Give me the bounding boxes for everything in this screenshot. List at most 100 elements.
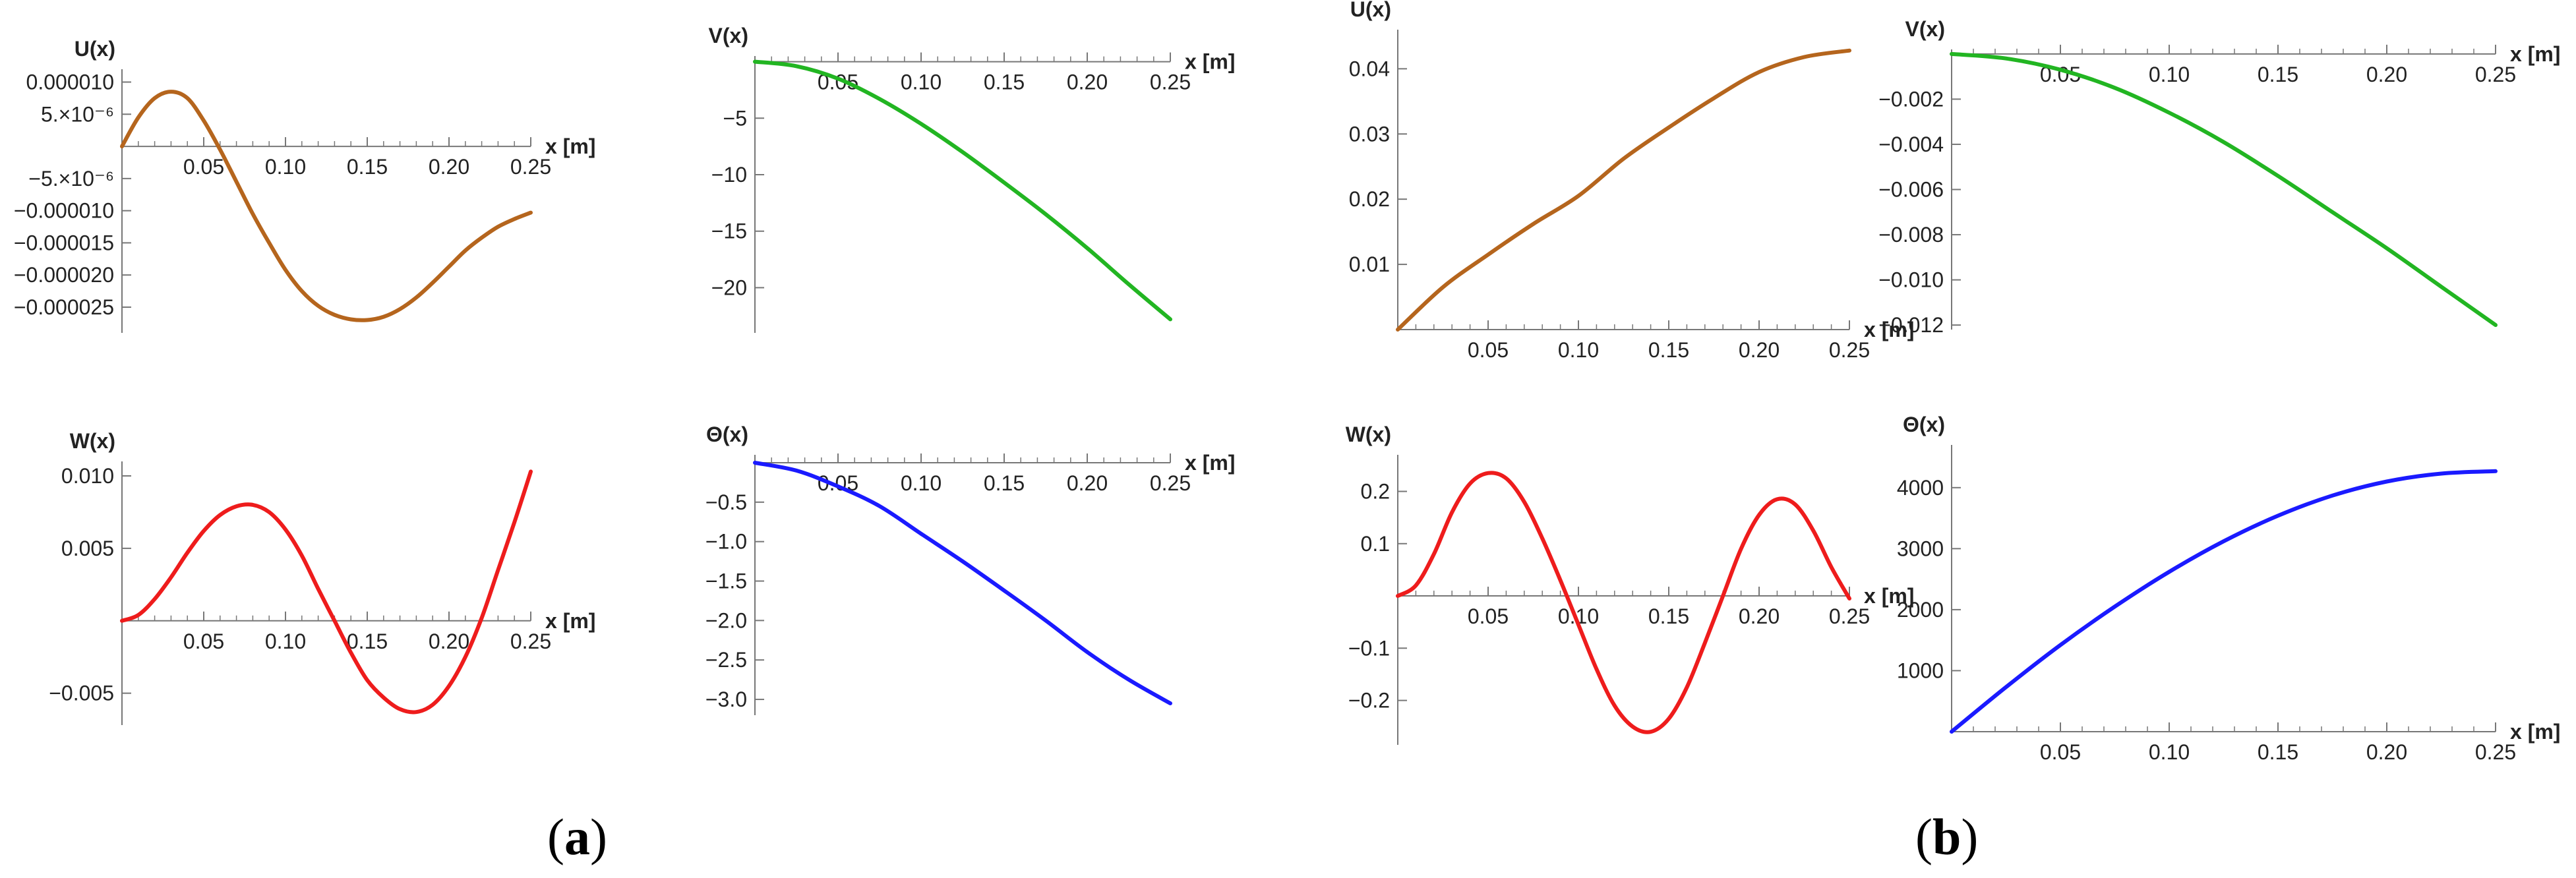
y-tick-label: −20: [711, 276, 747, 299]
y-tick-label: 0.005: [61, 537, 114, 560]
x-tick-label: 0.10: [265, 155, 306, 179]
y-tick-label: 1000: [1897, 658, 1944, 682]
x-tick-label: 0.10: [2149, 63, 2190, 86]
x-tick-label: 0.10: [1558, 338, 1599, 362]
y-tick-label: −2.0: [705, 608, 747, 632]
x-tick-label: 0.25: [1829, 604, 1870, 628]
series-line: [120, 469, 533, 715]
y-tick-label: −0.005: [49, 682, 114, 705]
y-axis-label: V(x): [709, 24, 748, 47]
x-tick-label: 0.15: [2258, 63, 2298, 86]
y-tick-label: 0.04: [1349, 57, 1390, 80]
y-axis-label: V(x): [1905, 17, 1945, 41]
chart-a-4: 0.05 0.10 0.15 0.20 0.25−0.5−1.0−1.5−2.0−2.5…: [705, 423, 1235, 715]
y-tick-label: −0.5: [705, 490, 747, 514]
x-tick-label: 0.05: [1468, 604, 1509, 628]
x-tick-label: 0.05: [2040, 740, 2081, 764]
y-tick-label: −0.012: [1878, 313, 1944, 337]
y-tick-label: 0.2: [1361, 479, 1390, 503]
series-line: [1950, 51, 2498, 328]
y-tick-label: 4000: [1897, 476, 1944, 500]
x-axis-label: x [m]: [2510, 42, 2560, 66]
y-tick-label: −15: [711, 220, 747, 243]
series-line: [753, 461, 1172, 705]
x-tick-label: 0.05: [183, 629, 224, 653]
chart-a-1: 0.05 0.10 0.15 0.20 0.25 0.000010 5.×10⁻⁶ −5.×1…: [14, 37, 595, 333]
y-axis-label: W(x): [70, 429, 115, 453]
x-tick-label: 0.20: [1739, 338, 1780, 362]
panel-letter-a: a: [564, 808, 590, 865]
x-axis-label: x [m]: [1185, 50, 1235, 74]
panel-letter-b: b: [1932, 808, 1962, 865]
x-axis-label: x [m]: [1185, 451, 1235, 475]
x-axis-label: x [m]: [2510, 720, 2560, 744]
y-tick-label: −1.0: [705, 530, 747, 554]
x-axis-label: x [m]: [1864, 584, 1914, 608]
y-tick-label: −0.006: [1878, 178, 1944, 202]
series-line: [1396, 471, 1851, 734]
y-tick-label: 0.000010: [26, 71, 114, 94]
x-axis-label: x [m]: [1864, 318, 1914, 341]
y-tick-label: −0.000020: [14, 263, 114, 287]
x-tick-label: 0.10: [901, 71, 942, 94]
x-tick-label: 0.20: [429, 155, 469, 179]
y-axis-label: U(x): [1350, 0, 1391, 21]
y-axis-label: U(x): [75, 37, 115, 61]
x-tick-label: 0.15: [984, 471, 1025, 495]
x-tick-label: 0.10: [2149, 740, 2190, 764]
y-tick-label: 0.1: [1361, 532, 1390, 556]
chart-a-2: 0.05 0.10 0.15 0.20 0.25−5−10−15−20V(x)x [m]: [709, 24, 1235, 333]
x-tick-label: 0.15: [347, 155, 388, 179]
x-tick-label: 0.25: [2475, 63, 2516, 86]
chart-b-4: 0.05 0.10 0.15 0.20 0.25 1000 2000 3000 4000 Θ(x)…: [1897, 413, 2561, 764]
y-tick-label: −1.5: [705, 570, 747, 593]
y-tick-label: 0.02: [1349, 187, 1390, 211]
x-tick-label: 0.10: [265, 629, 306, 653]
y-tick-label: 0.03: [1349, 122, 1390, 146]
panel-caption-a: (a): [547, 808, 607, 865]
x-tick-label: 0.10: [901, 471, 942, 495]
y-tick-label: 0.01: [1349, 252, 1390, 276]
y-tick-label: 0.010: [61, 464, 114, 488]
series-line: [753, 59, 1172, 322]
series-line: [1396, 48, 1851, 332]
y-tick-label: −10: [711, 163, 747, 187]
y-axis-label: W(x): [1346, 423, 1391, 446]
x-tick-label: 0.15: [1648, 604, 1689, 628]
x-tick-label: 0.20: [429, 629, 469, 653]
x-tick-label: 0.20: [1067, 71, 1108, 94]
x-tick-label: 0.25: [2475, 740, 2516, 764]
x-tick-label: 0.05: [183, 155, 224, 179]
x-tick-label: 0.20: [2366, 63, 2407, 86]
x-tick-label: 0.15: [984, 71, 1025, 94]
y-tick-label: −5: [723, 106, 747, 130]
y-tick-label: −0.2: [1348, 689, 1390, 713]
chart-a-3: 0.05 0.10 0.15 0.20 0.25 0.010 0.005 −0.005 W(x)…: [49, 429, 595, 725]
y-tick-label: 5.×10⁻⁶: [41, 102, 114, 126]
x-tick-label: 0.15: [2258, 740, 2298, 764]
chart-b-3: 0.05 0.10 0.15 0.20 0.250.20.1−0.1−0.2W(x)x …: [1346, 423, 1914, 745]
x-tick-label: 0.20: [1739, 604, 1780, 628]
x-axis-label: x [m]: [545, 134, 595, 158]
x-tick-label: 0.25: [1150, 471, 1191, 495]
y-tick-label: −0.000025: [14, 295, 114, 319]
x-tick-label: 0.15: [1648, 338, 1689, 362]
y-tick-label: −0.000015: [14, 231, 114, 254]
y-tick-label: −5.×10⁻⁶: [28, 167, 114, 190]
y-tick-label: 3000: [1897, 537, 1944, 560]
chart-b-2: 0.05 0.10 0.15 0.20 0.25−0.002−0.004−0.006−0…: [1878, 17, 2560, 337]
x-tick-label: 0.05: [1468, 338, 1509, 362]
x-tick-label: 0.15: [347, 629, 388, 653]
y-tick-label: −0.010: [1878, 268, 1944, 292]
y-axis-label: Θ(x): [706, 423, 748, 446]
y-tick-label: −0.002: [1878, 87, 1944, 111]
y-tick-label: −3.0: [705, 688, 747, 711]
x-tick-label: 0.25: [1150, 71, 1191, 94]
y-tick-label: 2000: [1897, 598, 1944, 622]
x-tick-label: 0.25: [510, 629, 551, 653]
chart-b-1: 0.05 0.10 0.15 0.20 0.25 0.01 0.02 0.03 0.04 U(x)…: [1349, 0, 1915, 362]
x-tick-label: 0.25: [510, 155, 551, 179]
y-tick-label: −0.008: [1878, 223, 1944, 247]
series-line: [120, 90, 533, 322]
